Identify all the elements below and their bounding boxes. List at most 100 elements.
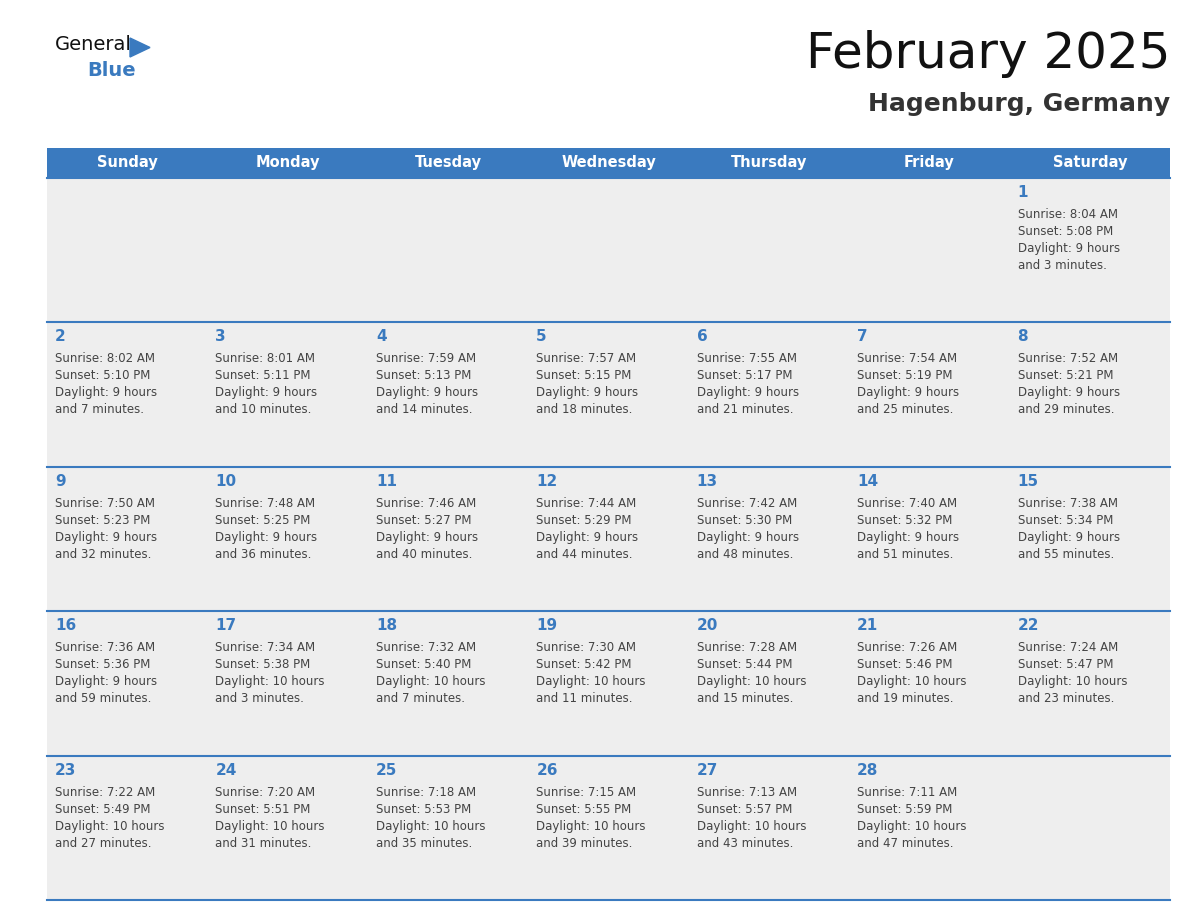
Text: Daylight: 9 hours: Daylight: 9 hours (696, 531, 798, 543)
Text: and 23 minutes.: and 23 minutes. (1018, 692, 1114, 705)
Bar (849, 148, 1010, 178)
Text: Sunrise: 7:20 AM: Sunrise: 7:20 AM (215, 786, 316, 799)
Text: Sunset: 5:47 PM: Sunset: 5:47 PM (1018, 658, 1113, 671)
Text: Daylight: 10 hours: Daylight: 10 hours (215, 820, 326, 833)
Text: 27: 27 (696, 763, 718, 778)
Text: 5: 5 (536, 330, 546, 344)
Text: Sunset: 5:21 PM: Sunset: 5:21 PM (1018, 369, 1113, 383)
Text: and 14 minutes.: and 14 minutes. (375, 403, 473, 417)
Text: Daylight: 10 hours: Daylight: 10 hours (696, 676, 807, 688)
Text: and 3 minutes.: and 3 minutes. (215, 692, 304, 705)
Text: 12: 12 (536, 474, 557, 488)
Text: and 31 minutes.: and 31 minutes. (215, 836, 311, 849)
Text: 20: 20 (696, 618, 718, 633)
Bar (689, 148, 849, 178)
Text: 4: 4 (375, 330, 386, 344)
Text: Daylight: 9 hours: Daylight: 9 hours (215, 386, 317, 399)
Bar (529, 148, 689, 178)
Text: February 2025: February 2025 (805, 30, 1170, 78)
Text: Daylight: 10 hours: Daylight: 10 hours (858, 820, 967, 833)
Text: and 18 minutes.: and 18 minutes. (536, 403, 633, 417)
Text: 15: 15 (1018, 474, 1038, 488)
Bar (1010, 148, 1170, 178)
Bar (208, 148, 368, 178)
Text: and 35 minutes.: and 35 minutes. (375, 836, 472, 849)
Text: Sunrise: 8:01 AM: Sunrise: 8:01 AM (215, 353, 316, 365)
Text: Saturday: Saturday (1053, 155, 1127, 171)
Text: Daylight: 10 hours: Daylight: 10 hours (696, 820, 807, 833)
Text: General: General (55, 35, 132, 54)
Text: 18: 18 (375, 618, 397, 633)
Text: Sunset: 5:29 PM: Sunset: 5:29 PM (536, 514, 632, 527)
Text: 6: 6 (696, 330, 708, 344)
Text: 24: 24 (215, 763, 236, 778)
Text: Daylight: 9 hours: Daylight: 9 hours (1018, 242, 1120, 255)
Text: Daylight: 9 hours: Daylight: 9 hours (375, 531, 478, 543)
Text: 10: 10 (215, 474, 236, 488)
Text: and 32 minutes.: and 32 minutes. (55, 548, 151, 561)
Text: Daylight: 10 hours: Daylight: 10 hours (375, 676, 486, 688)
Text: 2: 2 (55, 330, 65, 344)
Text: Daylight: 9 hours: Daylight: 9 hours (858, 386, 959, 399)
Text: Sunset: 5:15 PM: Sunset: 5:15 PM (536, 369, 632, 383)
Text: and 44 minutes.: and 44 minutes. (536, 548, 633, 561)
Bar (48, 148, 208, 178)
Text: 7: 7 (858, 330, 867, 344)
Text: Sunset: 5:34 PM: Sunset: 5:34 PM (1018, 514, 1113, 527)
Text: Sunrise: 7:34 AM: Sunrise: 7:34 AM (215, 641, 316, 655)
Text: Sunrise: 7:18 AM: Sunrise: 7:18 AM (375, 786, 476, 799)
Text: Sunset: 5:25 PM: Sunset: 5:25 PM (215, 514, 311, 527)
Text: Sunset: 5:59 PM: Sunset: 5:59 PM (858, 802, 953, 815)
Text: 19: 19 (536, 618, 557, 633)
Text: 1: 1 (1018, 185, 1028, 200)
Text: Daylight: 9 hours: Daylight: 9 hours (215, 531, 317, 543)
Text: Daylight: 9 hours: Daylight: 9 hours (55, 531, 157, 543)
Text: Sunrise: 7:57 AM: Sunrise: 7:57 AM (536, 353, 637, 365)
Text: Sunset: 5:44 PM: Sunset: 5:44 PM (696, 658, 792, 671)
Text: Sunrise: 7:55 AM: Sunrise: 7:55 AM (696, 353, 797, 365)
Text: Sunset: 5:51 PM: Sunset: 5:51 PM (215, 802, 311, 815)
Text: Daylight: 9 hours: Daylight: 9 hours (858, 531, 959, 543)
Text: Sunrise: 7:26 AM: Sunrise: 7:26 AM (858, 641, 958, 655)
Text: Sunrise: 7:15 AM: Sunrise: 7:15 AM (536, 786, 637, 799)
Text: Sunrise: 7:11 AM: Sunrise: 7:11 AM (858, 786, 958, 799)
Text: and 27 minutes.: and 27 minutes. (55, 836, 152, 849)
Text: Sunset: 5:32 PM: Sunset: 5:32 PM (858, 514, 953, 527)
Text: 14: 14 (858, 474, 878, 488)
Text: 17: 17 (215, 618, 236, 633)
Text: Daylight: 10 hours: Daylight: 10 hours (215, 676, 326, 688)
Text: 23: 23 (55, 763, 76, 778)
Text: Hagenburg, Germany: Hagenburg, Germany (868, 92, 1170, 116)
Text: Sunset: 5:42 PM: Sunset: 5:42 PM (536, 658, 632, 671)
Bar (48, 466, 1170, 611)
Text: Sunrise: 7:22 AM: Sunrise: 7:22 AM (55, 786, 156, 799)
Text: Sunset: 5:46 PM: Sunset: 5:46 PM (858, 658, 953, 671)
Text: 21: 21 (858, 618, 878, 633)
Text: and 21 minutes.: and 21 minutes. (696, 403, 794, 417)
Text: Daylight: 10 hours: Daylight: 10 hours (536, 676, 646, 688)
Text: and 19 minutes.: and 19 minutes. (858, 692, 954, 705)
Text: and 11 minutes.: and 11 minutes. (536, 692, 633, 705)
Text: Sunset: 5:57 PM: Sunset: 5:57 PM (696, 802, 792, 815)
Text: Sunset: 5:55 PM: Sunset: 5:55 PM (536, 802, 632, 815)
Text: 22: 22 (1018, 618, 1040, 633)
Text: Sunrise: 7:32 AM: Sunrise: 7:32 AM (375, 641, 476, 655)
Text: 16: 16 (55, 618, 76, 633)
Text: Friday: Friday (904, 155, 955, 171)
Bar (48, 611, 1170, 756)
Text: Sunrise: 8:02 AM: Sunrise: 8:02 AM (55, 353, 154, 365)
Text: 11: 11 (375, 474, 397, 488)
Text: and 39 minutes.: and 39 minutes. (536, 836, 633, 849)
Text: and 7 minutes.: and 7 minutes. (375, 692, 465, 705)
Text: Daylight: 10 hours: Daylight: 10 hours (536, 820, 646, 833)
Text: Sunrise: 7:52 AM: Sunrise: 7:52 AM (1018, 353, 1118, 365)
Text: Sunset: 5:53 PM: Sunset: 5:53 PM (375, 802, 472, 815)
Text: Sunrise: 7:38 AM: Sunrise: 7:38 AM (1018, 497, 1118, 509)
Text: 8: 8 (1018, 330, 1028, 344)
Text: Daylight: 9 hours: Daylight: 9 hours (1018, 386, 1120, 399)
Text: Sunrise: 7:59 AM: Sunrise: 7:59 AM (375, 353, 476, 365)
Text: Sunrise: 7:42 AM: Sunrise: 7:42 AM (696, 497, 797, 509)
Text: 26: 26 (536, 763, 558, 778)
Bar (368, 148, 529, 178)
Text: Daylight: 10 hours: Daylight: 10 hours (1018, 676, 1127, 688)
